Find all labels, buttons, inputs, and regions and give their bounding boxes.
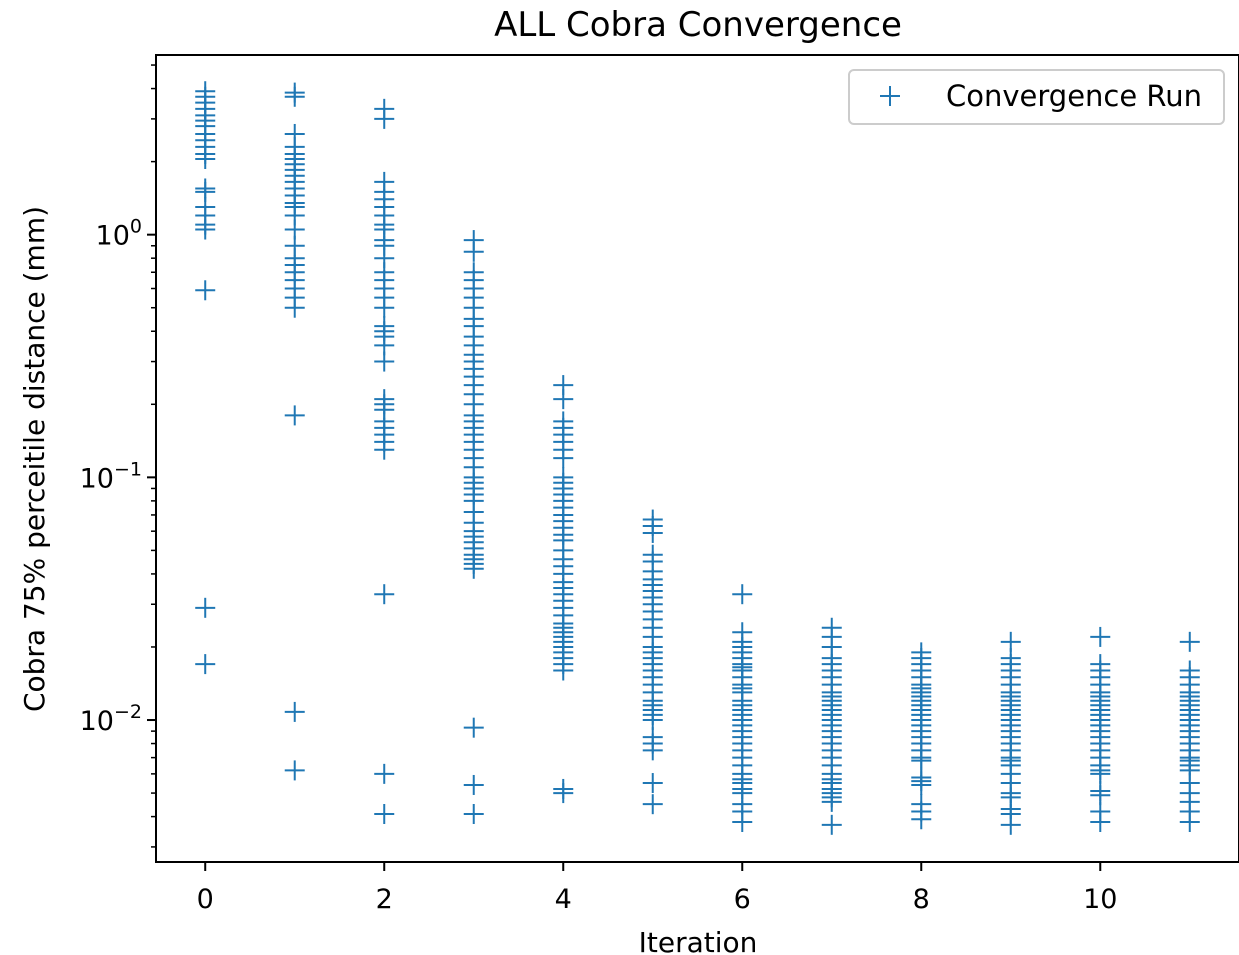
data-point	[195, 219, 216, 240]
data-point	[911, 809, 932, 830]
y-tick-label: 10−2	[80, 701, 142, 737]
data-point	[732, 584, 753, 605]
chart-title: ALL Cobra Convergence	[494, 5, 902, 45]
data-point	[284, 760, 305, 781]
data-point	[642, 740, 663, 761]
data-point	[1090, 763, 1111, 784]
data-point	[642, 710, 663, 731]
data-point	[374, 803, 395, 824]
data-point	[732, 812, 753, 833]
data-point	[195, 149, 216, 170]
x-tick-label: 2	[376, 884, 393, 915]
data-point	[284, 405, 305, 426]
data-point	[463, 774, 484, 795]
x-tick-label: 10	[1083, 884, 1117, 915]
x-tick-label: 4	[555, 884, 572, 915]
data-point	[195, 597, 216, 618]
data-point	[553, 660, 574, 681]
data-point	[374, 351, 395, 372]
data-point	[284, 701, 305, 722]
data-point	[463, 558, 484, 579]
y-axis-ticks: 100 10−1 10−2	[80, 216, 156, 737]
data-point	[1179, 812, 1200, 833]
data-point	[195, 280, 216, 301]
data-point	[284, 86, 305, 107]
data-point	[1090, 812, 1111, 833]
data-point	[821, 791, 842, 812]
plot-frame	[155, 54, 1239, 863]
data-point	[463, 717, 484, 738]
y-tick-label: 10−1	[80, 458, 142, 494]
data-point	[463, 241, 484, 262]
x-tick-label: 8	[913, 884, 930, 915]
data-point	[553, 448, 574, 469]
data-point	[284, 297, 305, 318]
y-axis-label: Cobra 75% perceitile distance (mm)	[18, 206, 51, 712]
legend-label: Convergence Run	[946, 79, 1202, 113]
data-point	[553, 389, 574, 410]
y-tick-label: 100	[96, 216, 142, 252]
x-tick-label: 6	[734, 884, 751, 915]
data-point	[1179, 631, 1200, 652]
x-axis-label: Iteration	[639, 926, 758, 955]
data-point	[1090, 626, 1111, 647]
legend: Convergence Run	[848, 69, 1225, 125]
data-point	[642, 522, 663, 543]
legend-box	[848, 69, 1225, 125]
data-points	[195, 81, 1200, 835]
data-point	[463, 803, 484, 824]
data-point	[821, 814, 842, 835]
data-point	[1000, 814, 1021, 835]
data-point	[195, 654, 216, 675]
data-point	[374, 439, 395, 460]
data-point	[374, 297, 395, 318]
legend-marker-plus	[880, 86, 900, 106]
data-point	[642, 773, 663, 794]
x-axis-ticks: 0 2 4 6 8 10	[197, 862, 1117, 915]
data-point	[642, 794, 663, 815]
data-point	[911, 750, 932, 771]
x-tick-label: 0	[197, 884, 214, 915]
legend-marker	[880, 86, 900, 106]
data-point	[911, 774, 932, 795]
data-point	[553, 783, 574, 804]
data-point	[374, 763, 395, 784]
data-point	[374, 108, 395, 129]
data-point	[374, 584, 395, 605]
